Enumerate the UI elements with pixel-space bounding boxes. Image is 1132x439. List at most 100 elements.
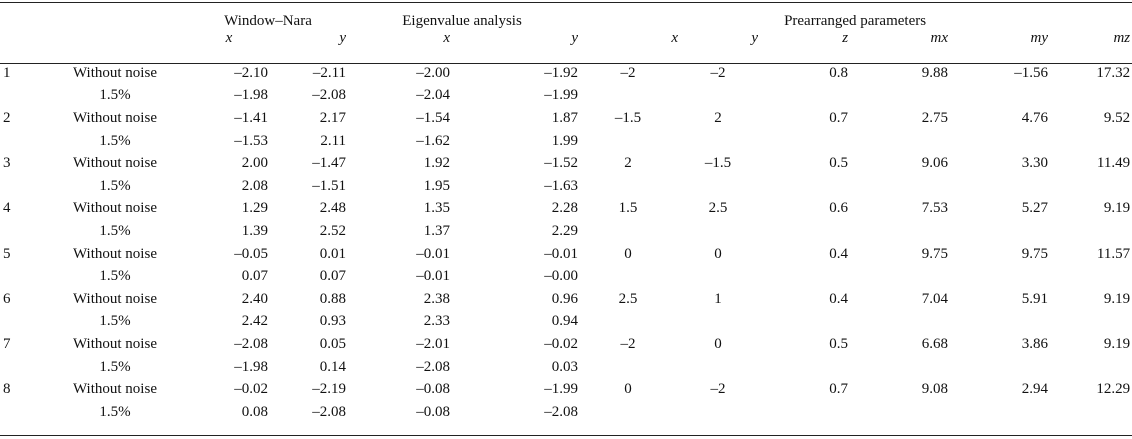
p-y-value: 2	[714, 109, 722, 126]
ev-y-value: 2.29	[551, 222, 579, 239]
condition-label: 1.5%	[99, 177, 131, 194]
p-y-value: –2	[710, 64, 726, 81]
p-mx-value: 9.88	[921, 64, 949, 81]
p-my-value: 3.30	[1021, 155, 1049, 172]
condition-label: 1.5%	[99, 313, 131, 330]
ev-x-value: –2.04	[416, 87, 451, 104]
table-row: 1.5% –1.98 –2.08 –2.04 –1.99	[0, 85, 1132, 108]
p-mz-value: 9.52	[1103, 109, 1131, 126]
p-mz-value: 12.29	[1096, 381, 1131, 398]
ev-y-value: –1.92	[544, 64, 579, 81]
p-my-value: 5.27	[1021, 200, 1049, 217]
p-my-value: 3.86	[1021, 335, 1049, 352]
wn-y-value: 0.07	[319, 268, 347, 285]
p-mz-value: 11.57	[1096, 245, 1131, 262]
table-row: 3 Without noise 2.00 –1.47 1.92 –1.52 2 –1.5 0.5…	[0, 152, 1132, 175]
header-group-row: Window–Nara Eigenvalue analysis Prearran…	[0, 4, 1132, 30]
p-mx-value: 6.68	[921, 335, 949, 352]
wn-x-value: –0.05	[234, 245, 268, 262]
p-z-value: 0.6	[829, 200, 849, 217]
table-row: 1.5% 2.42 0.93 2.33 0.94	[0, 311, 1132, 334]
ev-x-value: –2.08	[416, 358, 451, 375]
condition-label: Without noise	[73, 290, 157, 307]
col-header-p-y: y	[751, 30, 759, 46]
condition-label: 1.5%	[99, 132, 131, 149]
wn-y-value: –1.47	[312, 155, 347, 172]
p-my-value: 2.94	[1021, 381, 1049, 398]
condition-label: Without noise	[73, 200, 157, 217]
p-z-value: 0.5	[829, 155, 849, 172]
table-row: 1.5% –1.53 2.11 –1.62 1.99	[0, 130, 1132, 153]
wn-x-value: –2.08	[234, 335, 268, 352]
table-row: 7 Without noise –2.08 0.05 –2.01 –0.02 –2 0 0.5 6…	[0, 333, 1132, 356]
ev-y-value: 1.87	[551, 109, 579, 126]
condition-label: Without noise	[73, 109, 157, 126]
col-header-wn-x: x	[225, 30, 233, 46]
ev-y-value: –1.52	[544, 155, 579, 172]
wn-y-value: 2.11	[320, 132, 347, 149]
wn-y-value: 0.88	[319, 290, 347, 307]
ev-x-value: –1.54	[416, 109, 451, 126]
wn-x-value: 2.40	[241, 290, 268, 307]
wn-x-value: –0.02	[234, 381, 268, 398]
row-id: 8	[3, 381, 11, 398]
table-row: 5 Without noise –0.05 0.01 –0.01 –0.01 0 0 0.4 9.…	[0, 243, 1132, 266]
ev-y-value: –1.63	[544, 177, 579, 194]
wn-x-value: 0.08	[241, 403, 268, 420]
p-z-value: 0.8	[829, 64, 849, 81]
wn-y-value: –2.11	[312, 64, 347, 81]
col-header-wn-y: y	[339, 30, 347, 46]
results-table: Window–Nara Eigenvalue analysis Prearran…	[0, 4, 1132, 424]
table-row: 1.5% 1.39 2.52 1.37 2.29	[0, 220, 1132, 243]
group-header-prearranged: Prearranged parameters	[784, 13, 927, 29]
p-z-value: 0.4	[829, 245, 849, 262]
wn-y-value: 2.17	[319, 109, 347, 126]
wn-y-value: 0.93	[319, 313, 347, 330]
wn-x-value: 1.39	[241, 222, 268, 239]
ev-x-value: 1.95	[423, 177, 451, 194]
wn-y-value: 2.52	[319, 222, 347, 239]
p-x-value: –1.5	[614, 109, 642, 126]
header-sub-row: x y x y x y z mx my mz	[0, 30, 1132, 57]
row-id: 4	[3, 200, 11, 217]
row-id: 5	[3, 245, 11, 262]
wn-y-value: 2.48	[319, 200, 347, 217]
p-y-value: 2.5	[708, 200, 728, 217]
table-row: 6 Without noise 2.40 0.88 2.38 0.96 2.5 1 0.4 7.0…	[0, 288, 1132, 311]
condition-label: Without noise	[73, 155, 157, 172]
p-x-value: 0	[624, 245, 632, 262]
condition-label: Without noise	[73, 64, 157, 81]
ev-x-value: 2.38	[423, 290, 451, 307]
wn-x-value: –1.41	[234, 109, 268, 126]
wn-x-value: –1.98	[234, 87, 268, 104]
wn-y-value: –1.51	[312, 177, 347, 194]
ev-x-value: –0.01	[416, 268, 451, 285]
wn-x-value: 2.08	[241, 177, 268, 194]
row-id: 2	[3, 109, 11, 126]
ev-y-value: 0.96	[551, 290, 579, 307]
wn-x-value: 2.00	[241, 155, 268, 172]
p-mz-value: 9.19	[1103, 200, 1131, 217]
condition-label: 1.5%	[99, 358, 131, 375]
condition-label: 1.5%	[99, 403, 131, 420]
table-row: 1.5% 2.08 –1.51 1.95 –1.63	[0, 175, 1132, 198]
table-row: 1.5% 0.08 –2.08 –0.08 –2.08	[0, 401, 1132, 424]
wn-x-value: –2.10	[234, 64, 268, 81]
p-y-value: 1	[714, 290, 722, 307]
p-y-value: –2	[710, 381, 726, 398]
p-mx-value: 9.08	[921, 381, 949, 398]
p-y-value: 0	[714, 245, 722, 262]
p-mx-value: 2.75	[921, 109, 949, 126]
p-mz-value: 9.19	[1103, 335, 1131, 352]
row-id: 6	[3, 290, 11, 307]
table-row: 1 Without noise –2.10 –2.11 –2.00 –1.92 –2 –2 0.…	[0, 62, 1132, 85]
wn-x-value: 0.07	[241, 268, 268, 285]
ev-y-value: –0.02	[544, 335, 579, 352]
col-header-p-mz: mz	[1113, 30, 1131, 46]
ev-y-value: –0.00	[544, 268, 579, 285]
ev-x-value: –0.08	[416, 403, 451, 420]
wn-x-value: 1.29	[241, 200, 268, 217]
ev-y-value: 1.99	[551, 132, 579, 149]
col-header-p-my: my	[1030, 30, 1049, 46]
p-z-value: 0.7	[829, 381, 849, 398]
